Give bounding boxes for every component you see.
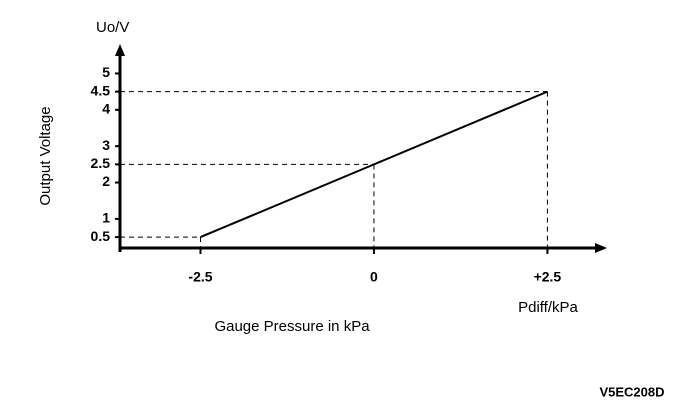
- data-line: [200, 90, 548, 239]
- y-tick-label: 2: [102, 173, 110, 189]
- x-unit: Pdiff/kPa: [518, 299, 578, 316]
- x-tick-label: -2.5: [188, 269, 212, 285]
- y-tick-label: 2.5: [91, 155, 111, 171]
- y-tick-label: 4: [102, 101, 110, 117]
- y-arrow: [115, 44, 125, 56]
- y-unit: Uo/V: [96, 19, 129, 36]
- x-arrow: [595, 243, 607, 253]
- x-tick-label: 0: [370, 269, 378, 285]
- y-tick-label: 1: [102, 210, 110, 226]
- y-axis-label: Output Voltage: [37, 106, 54, 205]
- y-tick-label: 3: [102, 137, 110, 153]
- y-tick-label: 0.5: [91, 228, 111, 244]
- x-tick-label: +2.5: [534, 269, 562, 285]
- footnote: V5EC208D: [599, 384, 664, 399]
- y-tick-label: 5: [102, 64, 110, 80]
- x-axis-label: Gauge Pressure in kPa: [214, 318, 370, 335]
- y-tick-label: 4.5: [91, 82, 111, 98]
